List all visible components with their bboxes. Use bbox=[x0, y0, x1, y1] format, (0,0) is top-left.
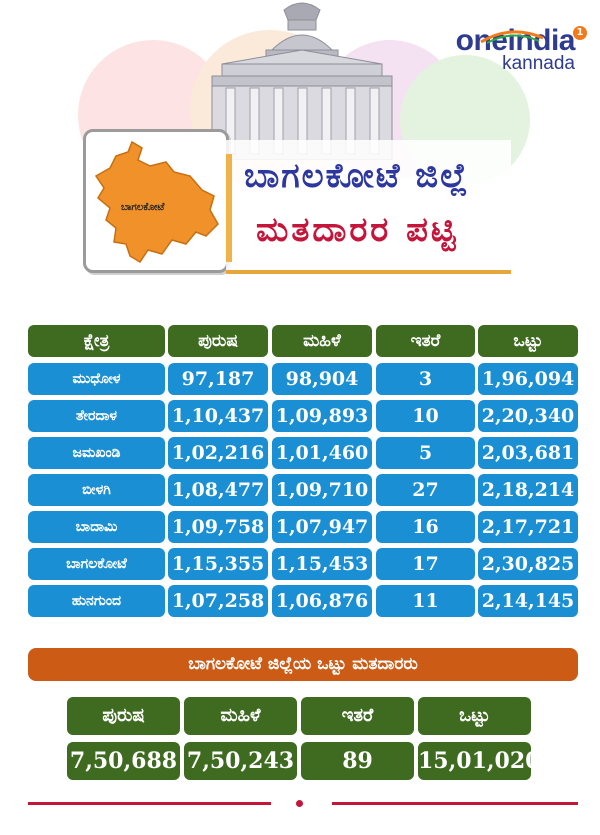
row-4-female: 1,09,710 bbox=[272, 474, 372, 506]
logo-brand-sub: kannada bbox=[502, 53, 575, 74]
logo-badge: 1 bbox=[573, 26, 587, 40]
row-5-total: 2,17,721 bbox=[478, 511, 578, 543]
oneindia-logo[interactable]: oneindia kannada 1 bbox=[456, 12, 587, 74]
summary-value-male: 7,50,688 bbox=[67, 742, 180, 780]
row-1-others: 3 bbox=[376, 363, 475, 395]
row-5-others: 16 bbox=[376, 511, 475, 543]
summary-header-female: ಮಹಿಳೆ bbox=[184, 697, 297, 735]
row-4-male: 1,08,477 bbox=[168, 474, 268, 506]
summary-header-total: ಒಟ್ಟು bbox=[418, 697, 531, 735]
footer-line-right bbox=[332, 802, 578, 805]
header-male: ಪುರುಷ bbox=[168, 325, 268, 357]
bagalkot-map-icon bbox=[94, 140, 219, 264]
row-6-male: 1,15,355 bbox=[168, 548, 268, 580]
row-6-total: 2,30,825 bbox=[478, 548, 578, 580]
row-2-female: 1,09,893 bbox=[272, 400, 372, 432]
page-title-voters-list: ಮತದಾರರ ಪಟ್ಟಿ bbox=[256, 210, 459, 250]
header-total: ಒಟ್ಟು bbox=[478, 325, 578, 357]
row-2-constituency: ತೇರದಾಳ bbox=[28, 400, 165, 432]
row-7-others: 11 bbox=[376, 585, 475, 617]
district-total-title: ಬಾಗಲಕೋಟೆ ಜಿಲ್ಲೆಯ ಒಟ್ಟು ಮತದಾರರು bbox=[28, 648, 578, 681]
row-1-constituency: ಮುಧೋಳ bbox=[28, 363, 165, 395]
row-3-female: 1,01,460 bbox=[272, 437, 372, 469]
summary-value-female: 7,50,243 bbox=[184, 742, 297, 780]
row-7-constituency: ಹುನಗುಂದ bbox=[28, 585, 165, 617]
header-constituency: ಕ್ಷೇತ್ರ bbox=[28, 325, 165, 357]
row-7-total: 2,14,145 bbox=[478, 585, 578, 617]
row-6-others: 17 bbox=[376, 548, 475, 580]
row-4-others: 27 bbox=[376, 474, 475, 506]
summary-value-others: 89 bbox=[301, 742, 414, 780]
summary-header-others: ಇತರೆ bbox=[301, 697, 414, 735]
row-7-female: 1,06,876 bbox=[272, 585, 372, 617]
row-3-constituency: ಜಮಖಂಡಿ bbox=[28, 437, 165, 469]
title-accent-bar bbox=[226, 154, 232, 262]
district-map-card: ಬಾಗಲಕೋಟೆ bbox=[83, 129, 229, 273]
footer-dot bbox=[296, 800, 303, 807]
row-1-female: 98,904 bbox=[272, 363, 372, 395]
header-female: ಮಹಿಳೆ bbox=[272, 325, 372, 357]
row-2-male: 1,10,437 bbox=[168, 400, 268, 432]
row-5-female: 1,07,947 bbox=[272, 511, 372, 543]
map-district-label: ಬಾಗಲಕೋಟೆ bbox=[121, 202, 165, 213]
row-3-others: 5 bbox=[376, 437, 475, 469]
row-6-constituency: ಬಾಗಲಕೋಟೆ bbox=[28, 548, 165, 580]
row-5-constituency: ಬಾದಾಮಿ bbox=[28, 511, 165, 543]
row-1-total: 1,96,094 bbox=[478, 363, 578, 395]
row-7-male: 1,07,258 bbox=[168, 585, 268, 617]
row-3-total: 2,03,681 bbox=[478, 437, 578, 469]
page-title-box: ಬಾಗಲಕೋಟೆ ಜಿಲ್ಲೆ ಮತದಾರರ ಪಟ್ಟಿ bbox=[226, 140, 511, 274]
footer-line-left bbox=[28, 802, 271, 805]
summary-header-male: ಪುರುಷ bbox=[67, 697, 180, 735]
summary-value-total: 15,01,020 bbox=[418, 742, 540, 780]
row-2-total: 2,20,340 bbox=[478, 400, 578, 432]
row-2-others: 10 bbox=[376, 400, 475, 432]
row-3-male: 1,02,216 bbox=[168, 437, 268, 469]
header-others: ಇತರೆ bbox=[376, 325, 475, 357]
row-6-female: 1,15,453 bbox=[272, 548, 372, 580]
row-4-constituency: ಬೀಳಗಿ bbox=[28, 474, 165, 506]
page-title-district: ಬಾಗಲಕೋಟೆ ಜಿಲ್ಲೆ bbox=[244, 156, 470, 196]
row-1-male: 97,187 bbox=[168, 363, 268, 395]
logo-arc-icon bbox=[480, 30, 544, 44]
row-5-male: 1,09,758 bbox=[168, 511, 268, 543]
row-4-total: 2,18,214 bbox=[478, 474, 578, 506]
